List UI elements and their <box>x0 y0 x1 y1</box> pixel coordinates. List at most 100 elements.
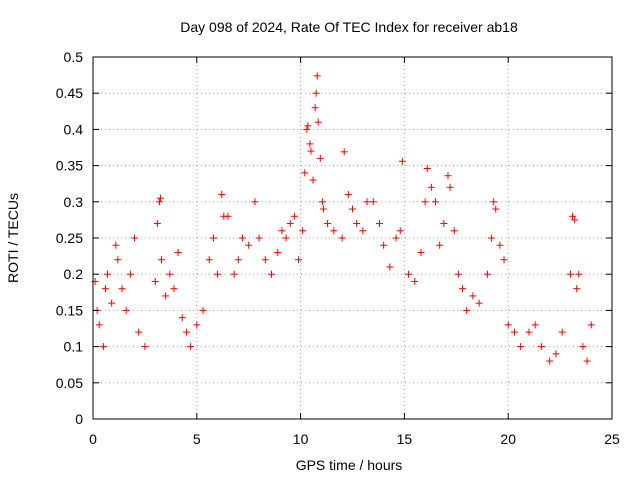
data-point <box>104 270 112 278</box>
data-point <box>114 256 122 264</box>
data-point <box>255 234 263 242</box>
data-point <box>156 194 164 202</box>
data-point <box>304 122 312 130</box>
data-point <box>583 357 591 365</box>
x-tick-label: 0 <box>89 431 97 447</box>
data-point <box>135 328 143 336</box>
data-point <box>178 314 186 322</box>
data-point <box>282 234 290 242</box>
data-point <box>209 234 217 242</box>
data-point <box>396 227 404 235</box>
data-point <box>224 212 232 220</box>
data-point <box>126 270 134 278</box>
data-point <box>353 220 361 228</box>
data-point <box>459 285 467 293</box>
data-point <box>517 343 525 351</box>
data-point <box>182 328 190 336</box>
data-point <box>214 270 222 278</box>
data-point <box>483 270 491 278</box>
data-point <box>131 234 139 242</box>
data-point <box>423 164 431 172</box>
data-point <box>417 248 425 256</box>
data-point <box>251 198 259 206</box>
y-tick-label: 0.4 <box>64 121 84 137</box>
data-point <box>155 198 163 206</box>
data-point <box>170 285 178 293</box>
data-point <box>427 183 435 191</box>
data-point <box>187 343 195 351</box>
data-point <box>330 227 338 235</box>
data-point <box>312 89 320 97</box>
data-point <box>450 227 458 235</box>
data-point <box>463 306 471 314</box>
data-point <box>454 270 462 278</box>
data-point <box>340 148 348 156</box>
x-tick-label: 25 <box>604 431 620 447</box>
data-point <box>369 198 377 206</box>
data-point <box>309 176 317 184</box>
data-point <box>303 125 311 133</box>
data-point <box>274 248 282 256</box>
data-point <box>469 292 477 300</box>
data-point <box>301 169 309 177</box>
data-point <box>573 285 581 293</box>
data-point <box>234 256 242 264</box>
data-point <box>324 220 332 228</box>
data-point <box>525 328 533 336</box>
data-point <box>311 104 319 112</box>
data-point <box>286 220 294 228</box>
y-tick-label: 0.45 <box>56 85 83 101</box>
data-point <box>488 234 496 242</box>
data-point <box>587 321 595 329</box>
data-point <box>436 241 444 249</box>
data-point <box>500 256 508 264</box>
y-tick-label: 0.25 <box>56 230 83 246</box>
y-tick-label: 0.05 <box>56 375 83 391</box>
y-axis-label: ROTI / TECUs <box>5 193 21 283</box>
data-point <box>475 299 483 307</box>
data-point <box>537 343 545 351</box>
y-tick-label: 0.35 <box>56 158 83 174</box>
data-point <box>318 198 326 206</box>
data-point <box>230 270 238 278</box>
data-point <box>546 357 554 365</box>
data-point <box>162 292 170 300</box>
data-point <box>558 328 566 336</box>
data-point <box>118 285 126 293</box>
data-point <box>319 205 327 213</box>
data-point <box>290 212 298 220</box>
data-point <box>299 227 307 235</box>
data-point <box>392 234 400 242</box>
data-point <box>398 157 406 165</box>
data-point <box>375 220 383 228</box>
data-point <box>166 270 174 278</box>
data-point <box>504 321 512 329</box>
data-point <box>295 256 303 264</box>
data-point <box>174 248 182 256</box>
x-tick-label: 20 <box>500 431 516 447</box>
data-point <box>238 234 246 242</box>
data-point <box>268 270 276 278</box>
data-point <box>440 220 448 228</box>
data-point <box>278 227 286 235</box>
data-point <box>307 147 315 155</box>
data-point <box>569 212 577 220</box>
data-point <box>306 140 314 148</box>
data-markers <box>91 72 595 365</box>
x-tick-label: 15 <box>397 431 413 447</box>
data-point <box>112 241 120 249</box>
data-point <box>313 72 321 80</box>
data-point <box>338 234 346 242</box>
data-point <box>566 270 574 278</box>
data-point <box>446 183 454 191</box>
data-point <box>405 270 413 278</box>
data-point <box>579 343 587 351</box>
data-point <box>151 277 159 285</box>
data-point <box>99 343 107 351</box>
data-point <box>411 277 419 285</box>
data-point <box>199 306 207 314</box>
data-point <box>552 350 560 358</box>
x-tick-label: 10 <box>293 431 309 447</box>
gridlines <box>93 57 612 419</box>
